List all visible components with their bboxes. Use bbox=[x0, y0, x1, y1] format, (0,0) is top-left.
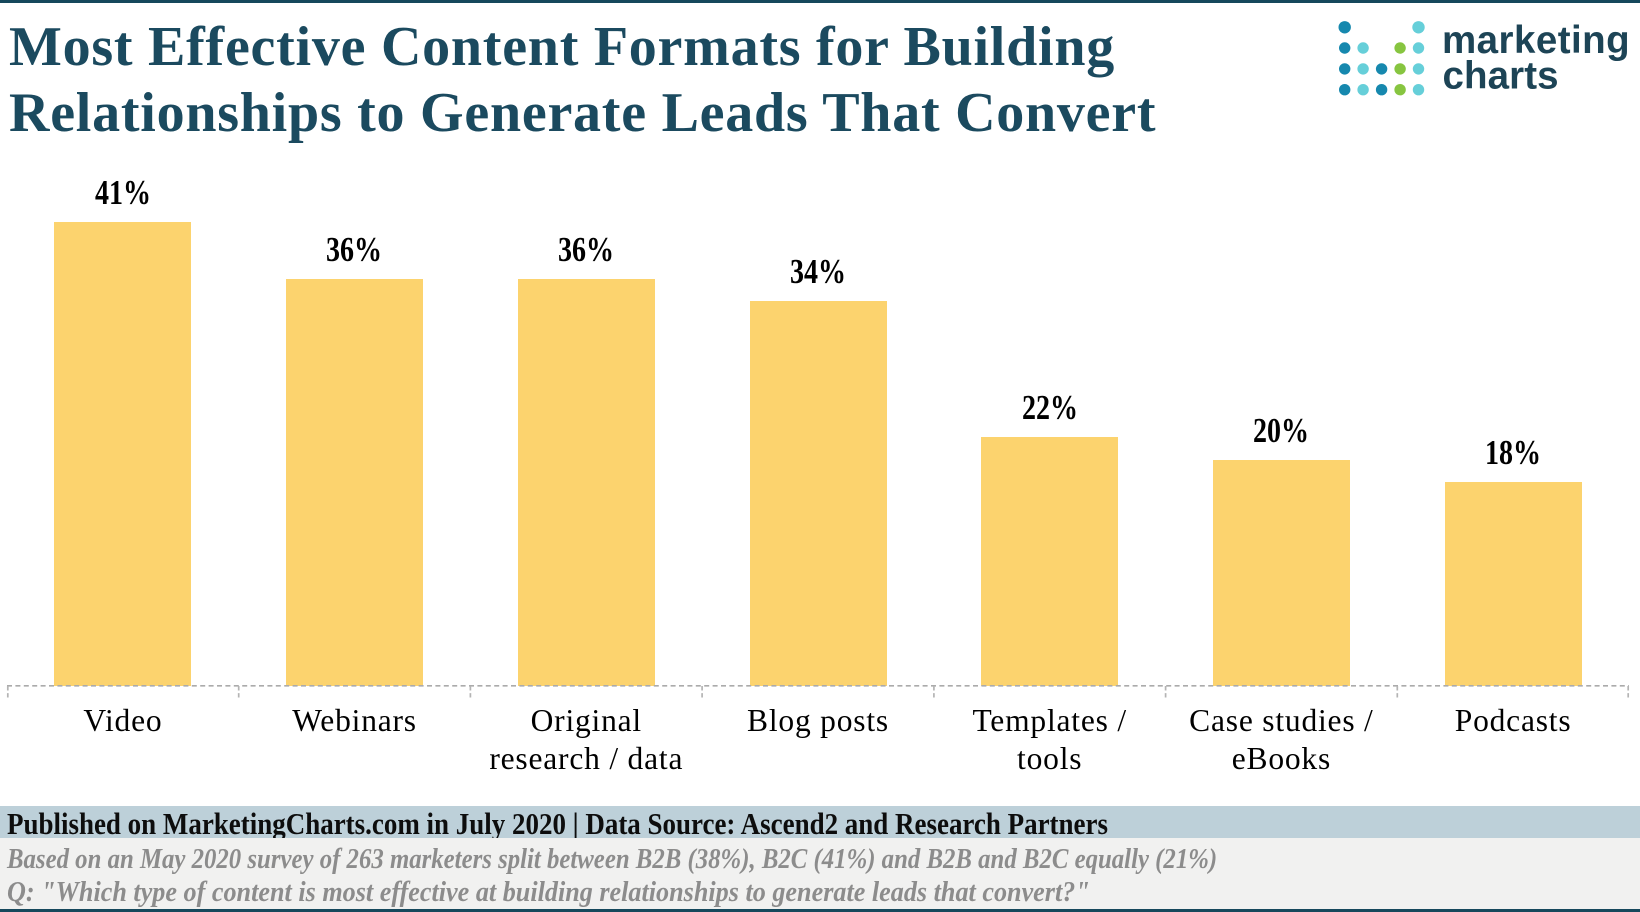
svg-text:marketing: marketing bbox=[1442, 19, 1630, 62]
svg-text:charts: charts bbox=[1443, 54, 1559, 97]
